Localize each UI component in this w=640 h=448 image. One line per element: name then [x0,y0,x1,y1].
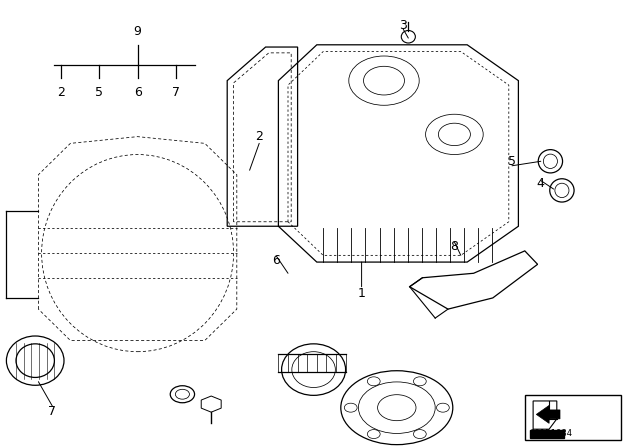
Polygon shape [536,405,560,423]
Text: 6: 6 [273,254,280,267]
Text: 9: 9 [134,25,141,38]
Text: 8: 8 [451,240,458,253]
Text: 4: 4 [537,177,545,190]
Text: 2: 2 [57,86,65,99]
Text: 7: 7 [49,405,56,418]
Bar [530,430,564,438]
Text: 5: 5 [95,86,103,99]
Text: 6: 6 [134,86,141,99]
Text: 2: 2 [255,130,263,143]
Text: 5: 5 [508,155,516,168]
Text: 3: 3 [399,19,407,33]
Bar [525,395,621,440]
Text: 7: 7 [172,86,180,99]
Text: 1: 1 [358,287,365,300]
Text: 00151084: 00151084 [530,429,573,438]
